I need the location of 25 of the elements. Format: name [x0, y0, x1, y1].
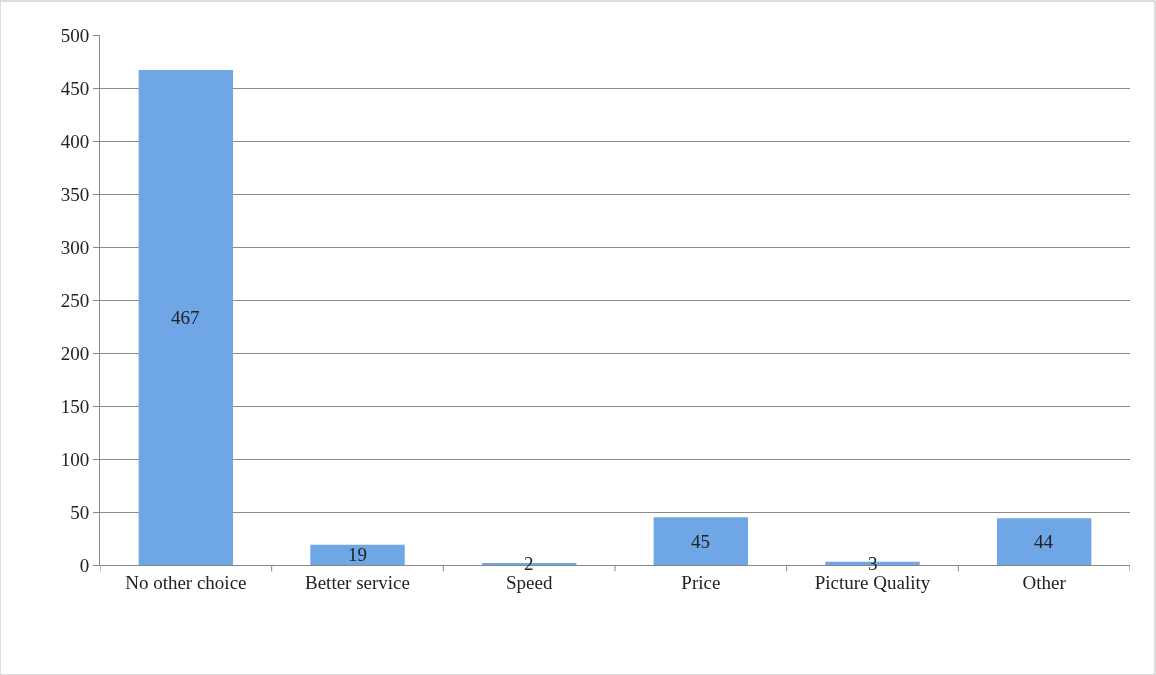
y-tick-label: 350 [60, 183, 90, 205]
bar [653, 517, 749, 565]
y-tick-label: 200 [60, 342, 90, 364]
x-tick-label: No other choice [125, 571, 247, 593]
x-tick-label: Picture Quality [814, 571, 931, 593]
y-tick-label: 150 [60, 395, 90, 417]
bar [996, 518, 1092, 565]
y-tick-label: 450 [60, 77, 90, 99]
y-tick-label: 500 [60, 24, 90, 46]
y-tick-label: 300 [60, 236, 90, 258]
y-tick-label: 100 [60, 448, 90, 470]
data-label: 467 [171, 307, 200, 328]
bar [310, 544, 405, 565]
data-label: 19 [348, 544, 367, 565]
data-label: 45 [691, 531, 710, 552]
x-tick-label: Speed [505, 571, 553, 593]
y-tick-label: 250 [60, 289, 90, 311]
x-tick-label: Price [681, 571, 721, 593]
bar [138, 69, 234, 565]
y-tick-label: 50 [70, 501, 90, 523]
data-label: 44 [1034, 531, 1054, 552]
x-tick-label: Other [1022, 571, 1067, 593]
x-tick-label: Better service [305, 571, 410, 593]
y-tick-label: 0 [79, 554, 90, 576]
y-tick-label: 400 [60, 130, 90, 152]
